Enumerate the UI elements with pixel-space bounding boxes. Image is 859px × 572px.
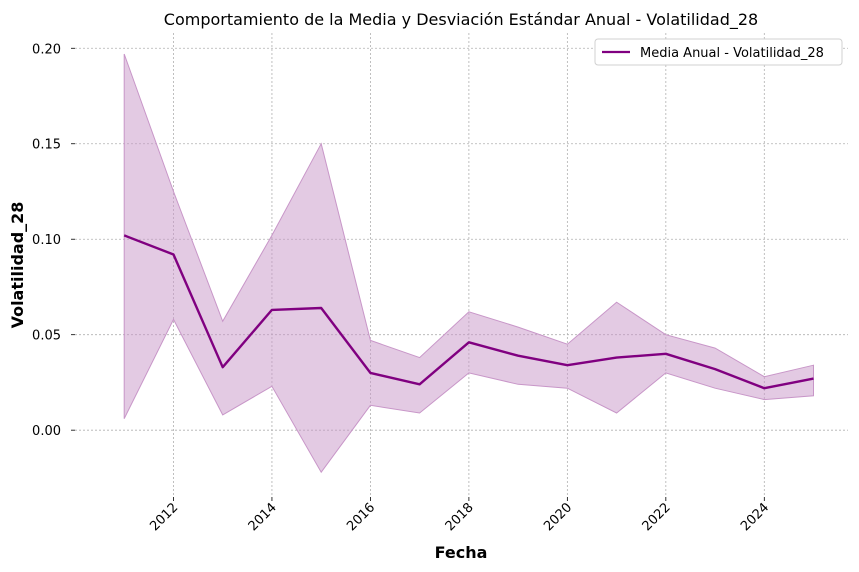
- x-tick-label: 2024: [738, 500, 772, 534]
- std-band-area: [123, 53, 814, 474]
- y-tick-label: 0.05: [32, 329, 61, 344]
- y-axis-ticks: 0.00 0.05 0.10 0.15 0.20: [32, 42, 75, 439]
- y-axis-label: Volatilidad_28: [8, 202, 27, 329]
- x-tick-label: 2022: [640, 500, 674, 534]
- x-tick-label: 2018: [443, 500, 477, 534]
- series-line-media-anual: [123, 234, 814, 390]
- y-tick-label: 0.20: [32, 42, 61, 57]
- legend-label: Media Anual - Volatilidad_28: [640, 46, 824, 61]
- x-tick-label: 2014: [246, 500, 280, 534]
- chart-title: Comportamiento de la Media y Desviación …: [164, 10, 758, 30]
- x-axis-ticks: 2012 2014 2016 2018 2020 2022 2024: [147, 497, 772, 534]
- x-tick-label: 2016: [344, 500, 378, 534]
- legend: Media Anual - Volatilidad_28: [594, 38, 843, 66]
- x-tick-label: 2012: [147, 500, 181, 534]
- y-tick-label: 0.00: [32, 424, 61, 439]
- x-tick-label: 2020: [541, 500, 575, 534]
- y-tick-label: 0.10: [32, 233, 61, 248]
- x-axis-label: Fecha: [435, 543, 488, 562]
- y-tick-label: 0.15: [32, 138, 61, 153]
- legend-box: [594, 38, 843, 66]
